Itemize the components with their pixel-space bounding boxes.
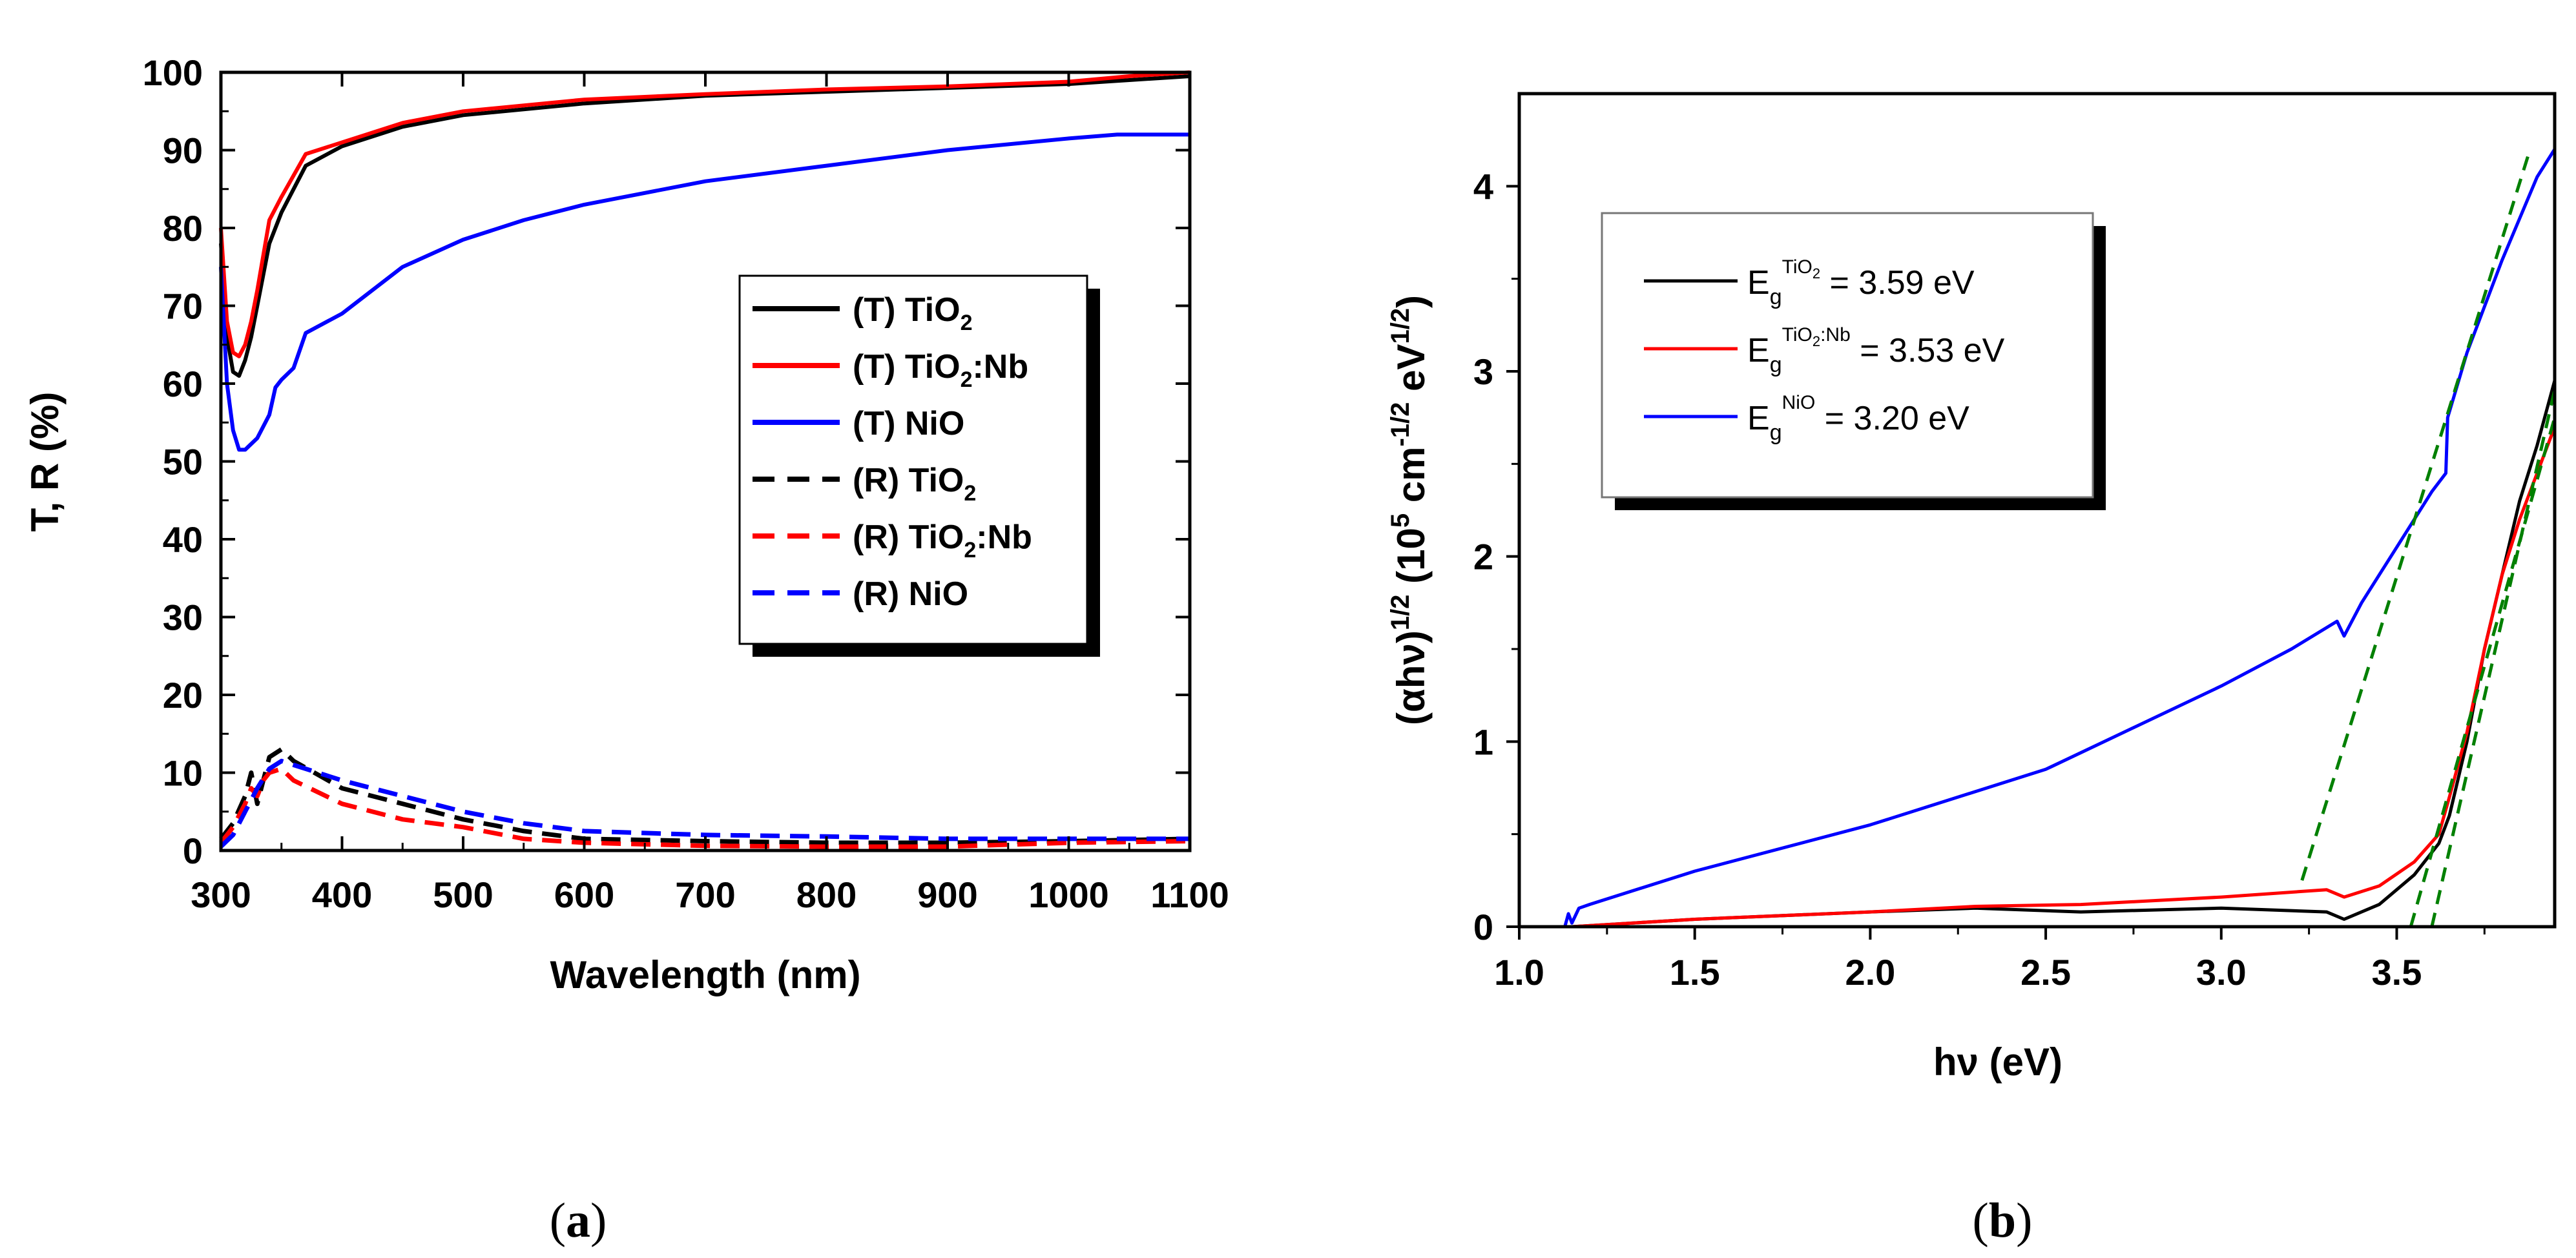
panel-b-x-tick-label: 2.5	[2020, 952, 2071, 993]
panel-b-series-eg-tio2-nb-3-53-ev	[1572, 426, 2557, 929]
panel-b-legend-label: EgTiO2 = 3.59 eV	[1747, 256, 1975, 309]
panel-a-x-tick-label: 300	[191, 874, 251, 915]
panel-a-legend-box	[738, 274, 1088, 645]
panel-a-series-r-tio2	[219, 747, 1190, 845]
panel-b-x-tick-label: 1.5	[1670, 952, 1720, 993]
panel-a-x-tick-label: 600	[554, 874, 614, 915]
panel-a-x-tick-label: 700	[675, 874, 735, 915]
panel-b-series	[1563, 148, 2557, 929]
panel-a-x-tick-label: 500	[433, 874, 493, 915]
caption-b: (b)	[1973, 1193, 2033, 1248]
panel-a-x-axis-label: Wavelength (nm)	[550, 953, 860, 996]
panel-a-legend-label: (R) TiO2	[853, 462, 976, 506]
panel-a-series-t-tio2-nb	[219, 70, 1190, 358]
panel-b-x-tick-label: 1.0	[1494, 952, 1544, 993]
panel-a-x-tick-label: 1000	[1028, 874, 1109, 915]
panel-a-y-tick-label: 0	[183, 830, 203, 871]
panel-a-y-tick-label: 60	[163, 364, 203, 404]
panel-a-x-tick-label: 800	[796, 874, 857, 915]
panel-b-y-tick-label: 3	[1473, 351, 1493, 392]
panel-a-y-tick-label: 30	[163, 597, 203, 638]
panel-a-series-r-nio	[219, 758, 1190, 849]
panel-a-series-t-nio	[219, 132, 1190, 452]
panel-b-y-axis-label: (αhν)1/2 (105 cm-1/2 eV1/2)	[1386, 295, 1433, 725]
panel-a-x-tick-label: 900	[917, 874, 977, 915]
panel-a-y-tick-label: 10	[163, 753, 203, 794]
panel-a-y-axis-label: T, R (%)	[23, 392, 67, 532]
panel-b-x-tick-label: 3.0	[2196, 952, 2247, 993]
caption-a: (a)	[550, 1193, 607, 1248]
panel-b-series-fit-nio	[2300, 149, 2532, 882]
panel-b-ticks: 1.0 1.5 2.0 2.5 3.0 3.5 0 1 2 3 4	[1473, 166, 2486, 993]
panel-b-legend: EgTiO2 = 3.59 eV EgTiO2:Nb = 3.53 eV EgNiO…	[1601, 212, 2106, 510]
panel-b-y-tick-label: 0	[1473, 907, 1493, 947]
panel-a-legend-label: (T) NiO	[853, 405, 964, 442]
panel-b-plot-frame	[1517, 92, 2557, 929]
panel-b-x-axis-label: hν (eV)	[1933, 1040, 2062, 1084]
panel-a-legend-label: (R) NiO	[853, 575, 968, 613]
panel-a-x-tick-label: 1100	[1150, 874, 1229, 915]
panel-b-legend-box	[1601, 212, 2094, 499]
panel-a-y-tick-label: 100	[143, 52, 203, 93]
panel-b-series-eg-nio-3-20-ev	[1563, 148, 2557, 927]
panel-a-legend: (T) TiO2 (T) TiO2:Nb (T) NiO (R) TiO2 (R) Ti…	[738, 274, 1100, 657]
panel-b-y-tick-label: 2	[1473, 537, 1493, 577]
panel-b-series-fit-tio2	[2430, 389, 2557, 927]
panel-b-x-tick-label: 3.5	[2372, 952, 2422, 993]
panel-a-series	[219, 70, 1190, 849]
panel-b-y-tick-label: 4	[1473, 166, 1493, 207]
panel-a-chart: 300 400 500 600 700 800 900 1000 1100 0 10 20 30 40 50…	[23, 52, 1229, 996]
panel-a-y-tick-label: 70	[163, 286, 203, 327]
panel-b-x-tick-label: 2.0	[1845, 952, 1895, 993]
panel-b-chart: 1.0 1.5 2.0 2.5 3.0 3.5 0 1 2 3 4 hν (eV) (αhν)1/2…	[1386, 92, 2557, 1084]
panel-b-series-fit-tio2-nb	[2409, 417, 2557, 927]
panel-a-y-tick-label: 90	[163, 130, 203, 171]
panel-a-legend-label: (R) TiO2:Nb	[853, 519, 1032, 562]
panel-b-y-tick-label: 1	[1473, 721, 1493, 762]
panel-a-y-tick-label: 40	[163, 519, 203, 560]
panel-a-y-tick-label: 20	[163, 675, 203, 716]
panel-a-legend-label: (T) TiO2:Nb	[853, 348, 1028, 392]
panel-b-legend-label: EgTiO2:Nb = 3.53 eV	[1747, 324, 2005, 377]
panel-b-legend-label: EgNiO = 3.20 eV	[1747, 392, 1969, 445]
panel-a-x-tick-label: 400	[312, 874, 372, 915]
panel-a-legend-label: (T) TiO2	[853, 291, 972, 335]
panel-a-ticks: 300 400 500 600 700 800 900 1000 1100 0 10 20 30 40 50…	[143, 52, 1229, 915]
panel-a-y-tick-label: 80	[163, 208, 203, 249]
panel-a-y-tick-label: 50	[163, 442, 203, 482]
